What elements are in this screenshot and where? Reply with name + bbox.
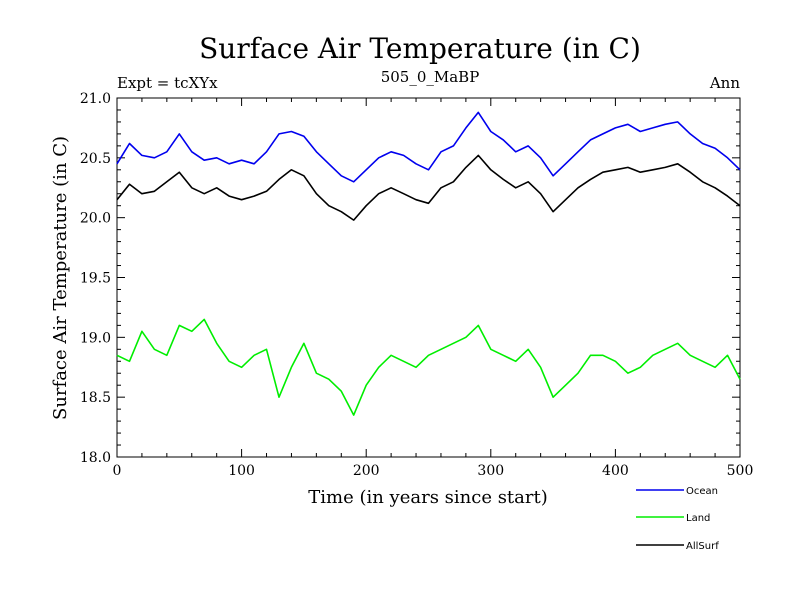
chart-subtitle-center: 505_0_MaBP <box>381 68 480 86</box>
y-tick-label: 19.0 <box>80 330 111 346</box>
y-axis-label: Surface Air Temperature (in C) <box>50 136 71 420</box>
y-axis: 18.0 18.5 19.0 19.5 20.0 20.5 21.0 <box>80 91 740 466</box>
x-tick-label: 0 <box>113 463 122 479</box>
y-tick-label: 19.5 <box>80 271 111 287</box>
series-lines <box>116 111 741 416</box>
x-axis-label: Time (in years since start) <box>308 487 548 508</box>
y-tick-label: 20.5 <box>80 151 111 167</box>
series-line-allsurf <box>116 154 741 221</box>
y-tick-label: 18.0 <box>80 450 111 466</box>
x-tick-label: 300 <box>477 463 504 479</box>
legend: Ocean Land AllSurf <box>636 486 719 552</box>
legend-label-land: Land <box>686 513 710 524</box>
x-axis: 0 100 200 300 400 500 <box>113 98 754 479</box>
y-tick-label: 21.0 <box>80 91 111 107</box>
series-line-ocean <box>116 111 741 183</box>
series-line-land <box>116 318 741 416</box>
x-tick-label: 500 <box>727 463 754 479</box>
chart-subtitle-left: Expt = tcXYx <box>117 74 218 92</box>
x-tick-label: 400 <box>602 463 629 479</box>
chart-title: Surface Air Temperature (in C) <box>199 32 641 65</box>
legend-label-ocean: Ocean <box>686 486 718 497</box>
legend-label-allsurf: AllSurf <box>686 541 719 552</box>
x-tick-label: 200 <box>353 463 380 479</box>
plot-area-frame <box>116 97 741 458</box>
x-tick-label: 100 <box>228 463 255 479</box>
y-tick-label: 18.5 <box>80 390 111 406</box>
chart-subtitle-right: Ann <box>709 74 740 92</box>
y-tick-label: 20.0 <box>80 211 111 227</box>
